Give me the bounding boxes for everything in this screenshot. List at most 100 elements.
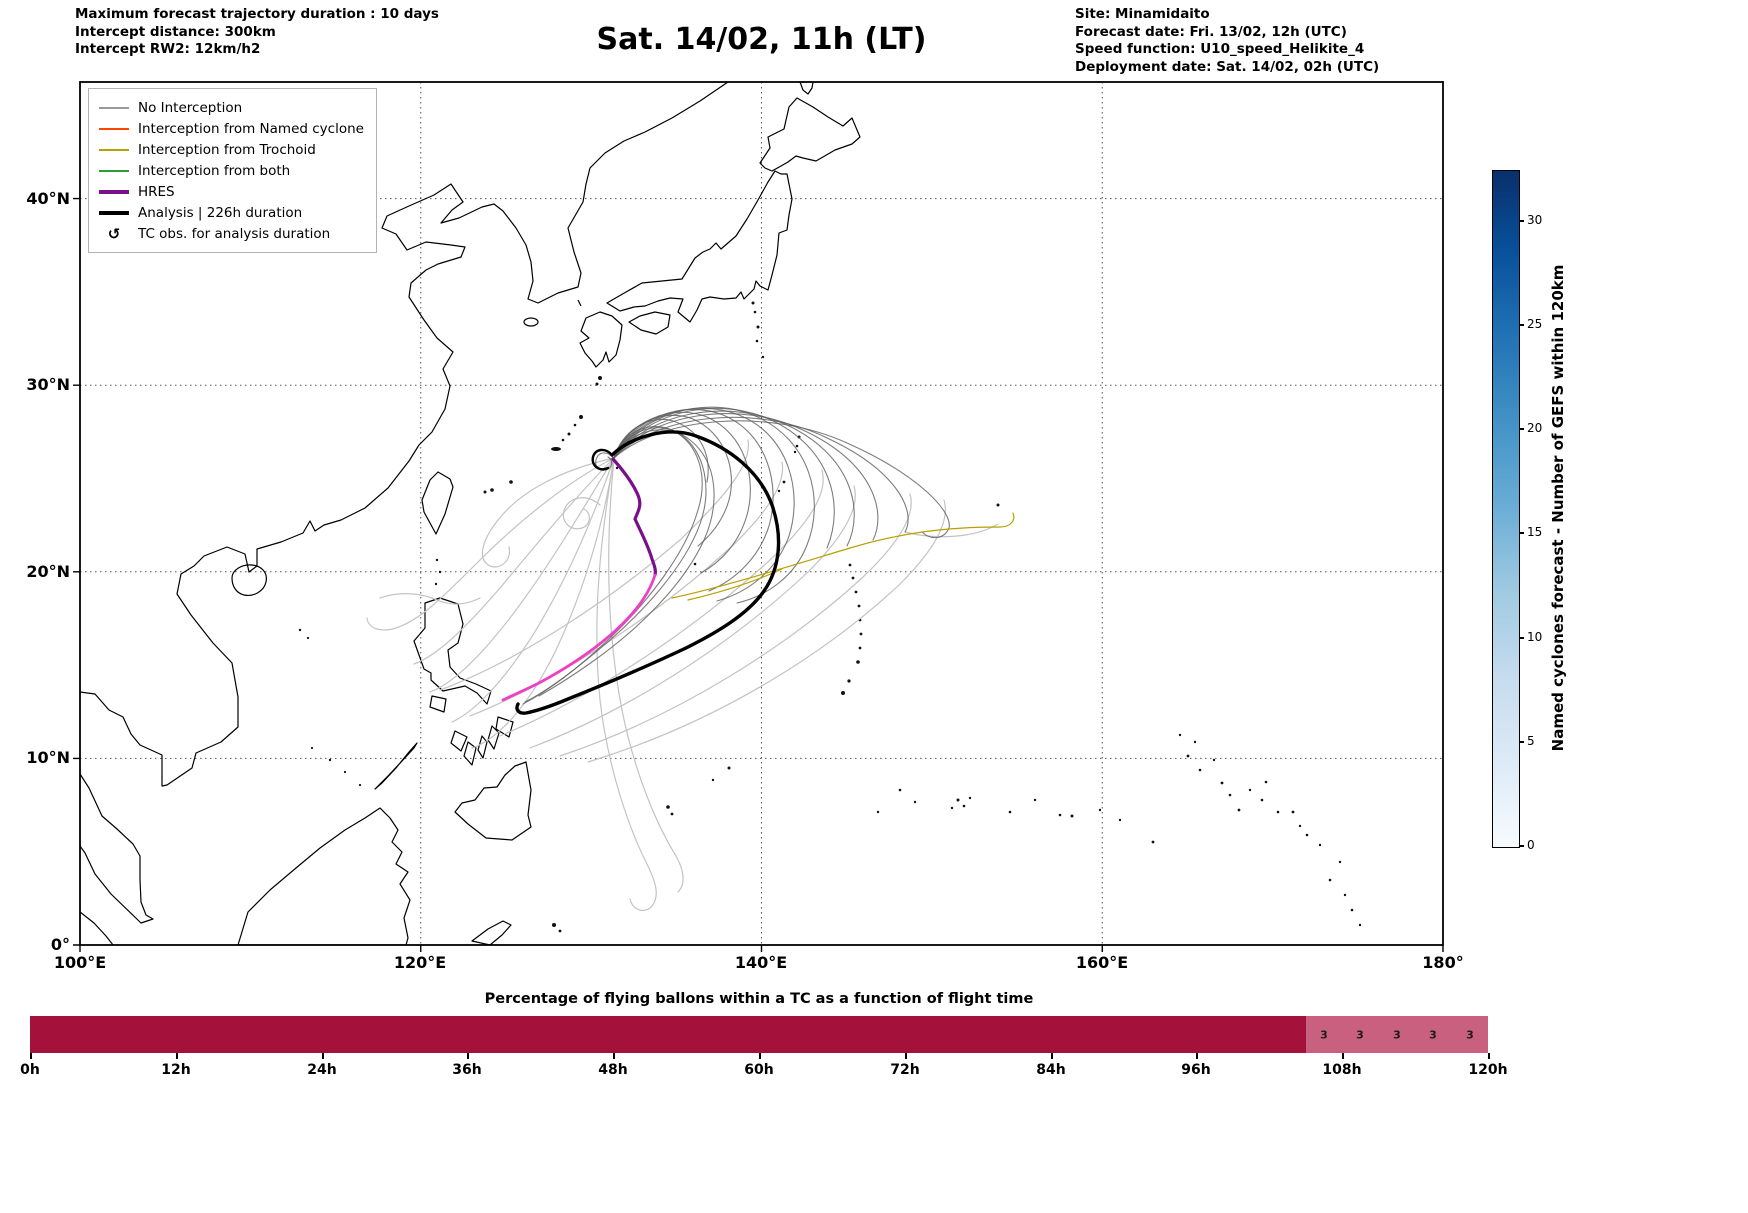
legend-item-tc-obs: ↺ TC obs. for analysis duration	[99, 223, 364, 244]
coast-taiwan	[421, 471, 454, 535]
x-tick-160e: 160°E	[1075, 953, 1129, 972]
colorbar-tick-20	[1519, 428, 1524, 430]
colorbar-label-0: 0	[1527, 838, 1535, 852]
bar-count-label: 3	[1356, 1028, 1364, 1041]
bc-tick	[176, 1053, 178, 1059]
tc-obs-icon: ↺	[107, 224, 121, 243]
coast-leyte	[487, 725, 500, 750]
black-line-sample	[99, 210, 129, 215]
coast-mainland-asia	[80, 82, 729, 787]
legend-item-named-cyclone: Interception from Named cyclone	[99, 118, 364, 139]
gefs-colorbar	[1492, 170, 1520, 848]
coast-tsushima	[577, 299, 582, 307]
bc-label-108h: 108h	[1322, 1062, 1362, 1078]
legend-item-trochoid: Interception from Trochoid	[99, 139, 364, 160]
coast-kyushu	[579, 311, 623, 368]
bottom-chart-title: Percentage of flying ballons within a TC…	[484, 991, 1034, 1007]
intercept-distance-text: Intercept distance: 300km	[75, 23, 276, 40]
orange-line-sample	[99, 127, 129, 130]
bar-count-label: 3	[1466, 1028, 1474, 1041]
coast-samar	[495, 716, 514, 738]
colorbar-label-15: 15	[1527, 525, 1543, 539]
bc-label-36h: 36h	[452, 1062, 482, 1078]
speed-function-text: Speed function: U10_speed_Helikite_4	[1075, 41, 1365, 57]
x-tick-180: 180°	[1422, 953, 1464, 972]
y-tick-30n: 30°N	[26, 375, 70, 394]
colorbar-label-20: 20	[1527, 421, 1543, 435]
figure-title: Sat. 14/02, 11h (LT)	[596, 22, 927, 57]
coastlines	[80, 82, 861, 945]
analysis-track	[515, 430, 781, 715]
trajectory-ensemble-light	[366, 439, 999, 912]
coast-jeju	[523, 317, 539, 327]
colorbar-label-25: 25	[1527, 317, 1543, 331]
coast-sumatra	[80, 911, 114, 945]
x-tick-100e: 100°E	[53, 953, 107, 972]
colorbar-tick-0	[1519, 845, 1524, 847]
intercept-rw2-text: Intercept RW2: 12km/h2	[75, 41, 261, 57]
olive-line-sample	[99, 148, 129, 151]
bc-label-120h: 120h	[1468, 1062, 1508, 1078]
coast-sakhalin-tip	[799, 82, 814, 95]
x-tick-140e: 140°E	[734, 953, 788, 972]
coast-luzon	[413, 597, 492, 705]
bc-label-72h: 72h	[890, 1062, 920, 1078]
forecast-date-text: Forecast date: Fri. 13/02, 12h (UTC)	[1075, 23, 1347, 40]
coast-shikoku	[628, 311, 671, 335]
bc-tick	[1051, 1053, 1053, 1059]
bc-label-48h: 48h	[598, 1062, 628, 1078]
y-tick-40n: 40°N	[26, 189, 70, 208]
tc-percentage-bar: 3 3 3 3 3	[30, 1016, 1488, 1053]
map-border	[73, 81, 1444, 952]
coast-honshu	[606, 170, 793, 323]
colorbar-tick-15	[1519, 532, 1524, 534]
coast-panay	[450, 730, 468, 752]
y-tick-20n: 20°N	[26, 562, 70, 581]
coast-cebu	[477, 735, 488, 759]
legend-item-both: Interception from both	[99, 160, 364, 181]
bc-label-84h: 84h	[1036, 1062, 1066, 1078]
coast-hainan	[231, 564, 267, 596]
y-tick-0: 0°	[50, 935, 70, 954]
x-tick-120e: 120°E	[393, 953, 447, 972]
coast-mindanao	[454, 761, 532, 841]
bc-tick	[467, 1053, 469, 1059]
bar-count-label: 3	[1393, 1028, 1401, 1041]
coast-negros	[463, 741, 477, 766]
hres-track	[501, 457, 657, 702]
coast-malay-peninsula	[80, 773, 154, 924]
trajectory-ensemble-dark	[522, 406, 950, 705]
coast-mindoro	[429, 695, 447, 713]
colorbar-label-5: 5	[1527, 734, 1535, 748]
purple-line-sample	[99, 189, 129, 194]
colorbar-tick-25	[1519, 324, 1524, 326]
bar-count-label: 3	[1320, 1028, 1328, 1041]
coast-borneo	[237, 807, 411, 945]
green-line-sample	[99, 169, 129, 172]
bar-count-label: 3	[1429, 1028, 1437, 1041]
header-right-block: Site: Minamidaito Forecast date: Fri. 13…	[1075, 6, 1379, 76]
max-duration-text: Maximum forecast trajectory duration : 1…	[75, 6, 439, 22]
site-text: Site: Minamidaito	[1075, 6, 1210, 22]
colorbar-label-10: 10	[1527, 630, 1543, 644]
colorbar-axis-label: Named cyclones forecast - Number of GEFS…	[1549, 264, 1567, 752]
legend-item-analysis: Analysis | 226h duration	[99, 202, 364, 223]
bc-tick	[322, 1053, 324, 1059]
colorbar-label-30: 30	[1527, 213, 1543, 227]
colorbar-tick-5	[1519, 741, 1524, 743]
map-legend: No Interception Interception from Named …	[88, 88, 377, 253]
bc-label-60h: 60h	[744, 1062, 774, 1078]
bc-label-24h: 24h	[307, 1062, 337, 1078]
deployment-date-text: Deployment date: Sat. 14/02, 02h (UTC)	[1075, 58, 1380, 75]
bc-tick	[30, 1053, 32, 1059]
colorbar-tick-10	[1519, 637, 1524, 639]
island-dots	[298, 301, 1362, 933]
colorbar-tick-30	[1519, 220, 1524, 222]
coast-palawan	[374, 742, 418, 790]
gray-line-sample	[99, 106, 129, 109]
bc-tick	[1196, 1053, 1198, 1059]
bc-label-96h: 96h	[1181, 1062, 1211, 1078]
tc-percentage-bar-highlight	[1306, 1016, 1488, 1053]
bc-tick	[1342, 1053, 1344, 1059]
